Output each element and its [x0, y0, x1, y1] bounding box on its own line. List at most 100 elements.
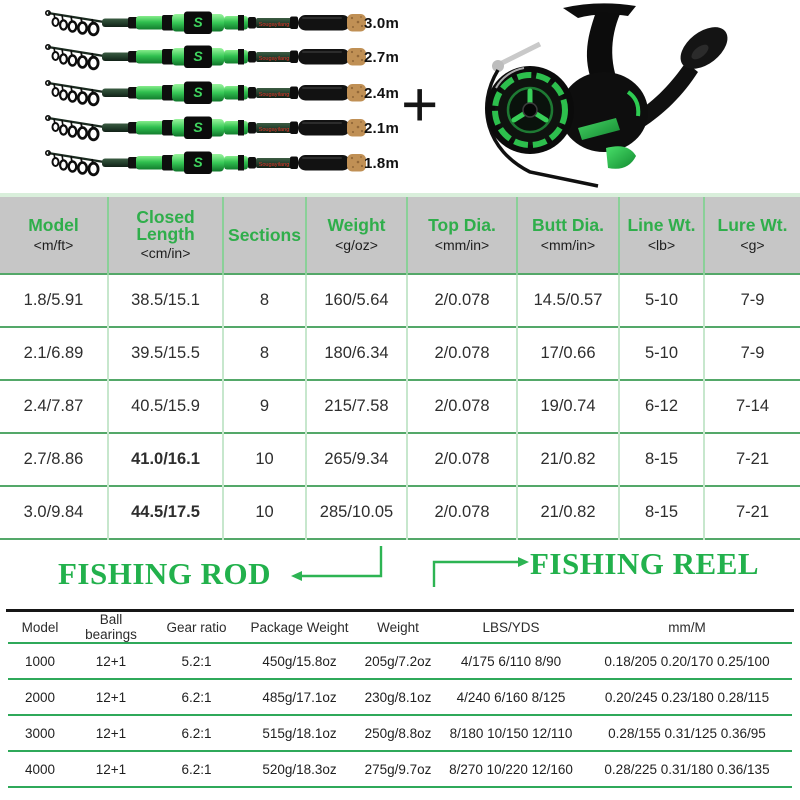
rod-length-label-1.8m: 1.8m: [364, 155, 399, 172]
spec-cell: 21/0.82: [517, 485, 620, 539]
spec-cell: 7-21: [704, 432, 800, 486]
section-arrows: [291, 546, 529, 587]
spec-cell: 520g/18.3oz: [243, 751, 356, 788]
header-top-dia: Top Dia. <mm/in>: [407, 195, 518, 274]
bail-arm: [498, 41, 542, 67]
spec-cell: 485g/17.1oz: [243, 679, 356, 716]
spec-cell: 19/0.74: [517, 379, 620, 433]
header-unit: <lb>: [647, 236, 676, 253]
spec-cell: 6.2:1: [150, 679, 243, 716]
spec-cell: 8/270 10/220 12/160: [440, 751, 582, 788]
header-title: Top Dia.: [428, 215, 496, 236]
rod-spec-row: 2.4/7.87 40.5/15.9 9 215/7.58 2/0.078 19/0.74…: [0, 379, 800, 433]
spec-cell: 44.5/17.5: [108, 485, 224, 539]
reel-spec-row: 1000 12+1 5.2:1 450g/15.8oz 205g/7.2oz 4/175 …: [8, 643, 792, 680]
spec-cell: 515g/18.1oz: [243, 715, 356, 752]
spec-cell: 160/5.64: [306, 273, 408, 327]
header-mm-m: mm/M: [582, 612, 792, 644]
fishing-rod-label: FISHING ROD: [58, 556, 272, 591]
header-title: Sections: [228, 224, 301, 245]
reel-spec-row: 2000 12+1 6.2:1 485g/17.1oz 230g/8.1oz 4/240 …: [8, 679, 792, 716]
spec-cell: 8-15: [619, 485, 705, 539]
spec-cell: 265/9.34: [306, 432, 408, 486]
header-title: Model: [28, 215, 79, 236]
header-weight: Weight <g/oz>: [306, 195, 408, 274]
rod-length-label-2.1m: 2.1m: [364, 120, 399, 137]
rod-spec-table: Model <m/ft> Closed Length <cm/in> Section…: [0, 193, 800, 540]
header-title: Lure Wt.: [717, 215, 788, 236]
spec-cell: 17/0.66: [517, 326, 620, 380]
spec-cell: 4/240 6/160 8/125: [440, 679, 582, 716]
header-lure-wt: Lure Wt. <g>: [704, 195, 800, 274]
spec-cell: 6.2:1: [150, 751, 243, 788]
spec-cell: 38.5/15.1: [108, 273, 224, 327]
hero-image: S Sougayilang: [0, 0, 800, 193]
header-unit: <m/ft>: [33, 236, 74, 253]
spec-cell: 40.5/15.9: [108, 379, 224, 433]
header-unit: <cm/in>: [140, 245, 191, 262]
spec-cell: 0.28/225 0.31/180 0.36/135: [582, 751, 792, 788]
reel-spec-row: 3000 12+1 6.2:1 515g/18.1oz 250g/8.8oz 8/180 …: [8, 715, 792, 752]
spec-cell: 2/0.078: [407, 485, 518, 539]
spec-cell: 2/0.078: [407, 326, 518, 380]
rod-spec-row: 3.0/9.84 44.5/17.5 10 285/10.05 2/0.078 21/0.…: [0, 485, 800, 539]
spec-cell: 12+1: [72, 643, 150, 680]
spec-cell: 8-15: [619, 432, 705, 486]
spec-cell: 0.20/245 0.23/180 0.28/115: [582, 679, 792, 716]
header-unit: <g/oz>: [335, 236, 378, 253]
reel-table-header-row: Model Ball bearings Gear ratio Package W…: [8, 612, 792, 644]
reel-spec-row: 4000 12+1 6.2:1 520g/18.3oz 275g/9.7oz 8/270 …: [8, 751, 792, 788]
spec-cell: 12+1: [72, 715, 150, 752]
spec-cell: 1.8/5.91: [0, 273, 109, 327]
spec-cell: 2.4/7.87: [0, 379, 109, 433]
spec-cell: 10: [223, 485, 307, 539]
spec-cell: 0.28/155 0.31/125 0.36/95: [582, 715, 792, 752]
spec-cell: 8: [223, 273, 307, 327]
spec-cell: 2.7/8.86: [0, 432, 109, 486]
header-title: Line Wt.: [627, 215, 696, 236]
spec-cell: 285/10.05: [306, 485, 408, 539]
bail-wire: [484, 69, 599, 188]
header-reel-weight: Weight: [356, 612, 440, 644]
header-title: Closed Length: [136, 206, 195, 244]
rod-spec-row: 2.7/8.86 41.0/16.1 10 265/9.34 2/0.078 21/0.8…: [0, 432, 800, 486]
spec-cell: 5.2:1: [150, 643, 243, 680]
spec-cell: 180/6.34: [306, 326, 408, 380]
spec-cell: 4000: [8, 751, 72, 788]
header-closed-length: Closed Length <cm/in>: [108, 195, 224, 274]
spec-cell: 8/180 10/150 12/110: [440, 715, 582, 752]
spec-cell: 2000: [8, 679, 72, 716]
spec-cell: 8: [223, 326, 307, 380]
spec-cell: 6.2:1: [150, 715, 243, 752]
spinning-reel-illustration: [484, 3, 728, 188]
spec-cell: 0.18/205 0.20/170 0.25/100: [582, 643, 792, 680]
spec-cell: 12+1: [72, 679, 150, 716]
spec-cell: 5-10: [619, 273, 705, 327]
spec-cell: 2/0.078: [407, 432, 518, 486]
header-line-wt: Line Wt. <lb>: [619, 195, 705, 274]
spec-cell: 3.0/9.84: [0, 485, 109, 539]
spec-cell: 10: [223, 432, 307, 486]
spec-cell: 5-10: [619, 326, 705, 380]
header-gear-ratio: Gear ratio: [150, 612, 243, 644]
reel-green-accent: [606, 146, 636, 169]
divider-rule: [6, 609, 794, 612]
spec-cell: 6-12: [619, 379, 705, 433]
header-title: Weight: [327, 215, 386, 236]
rod-length-label-2.4m: 2.4m: [364, 85, 399, 102]
header-unit: <g>: [740, 236, 765, 253]
reel-arrow-icon: [432, 557, 529, 587]
header-ball-bearings: Ball bearings: [72, 612, 150, 644]
spec-cell: 14.5/0.57: [517, 273, 620, 327]
rod-arrow-icon: [291, 546, 383, 581]
spec-cell: 41.0/16.1: [108, 432, 224, 486]
header-sections: Sections: [223, 195, 307, 274]
spec-cell: 450g/15.8oz: [243, 643, 356, 680]
rod-length-label-2.7m: 2.7m: [364, 49, 399, 66]
spec-cell: 205g/7.2oz: [356, 643, 440, 680]
spec-cell: 7-9: [704, 326, 800, 380]
reel-spec-table: Model Ball bearings Gear ratio Package W…: [8, 612, 792, 788]
header-reel-model: Model: [8, 612, 72, 644]
spec-cell: 215/7.58: [306, 379, 408, 433]
